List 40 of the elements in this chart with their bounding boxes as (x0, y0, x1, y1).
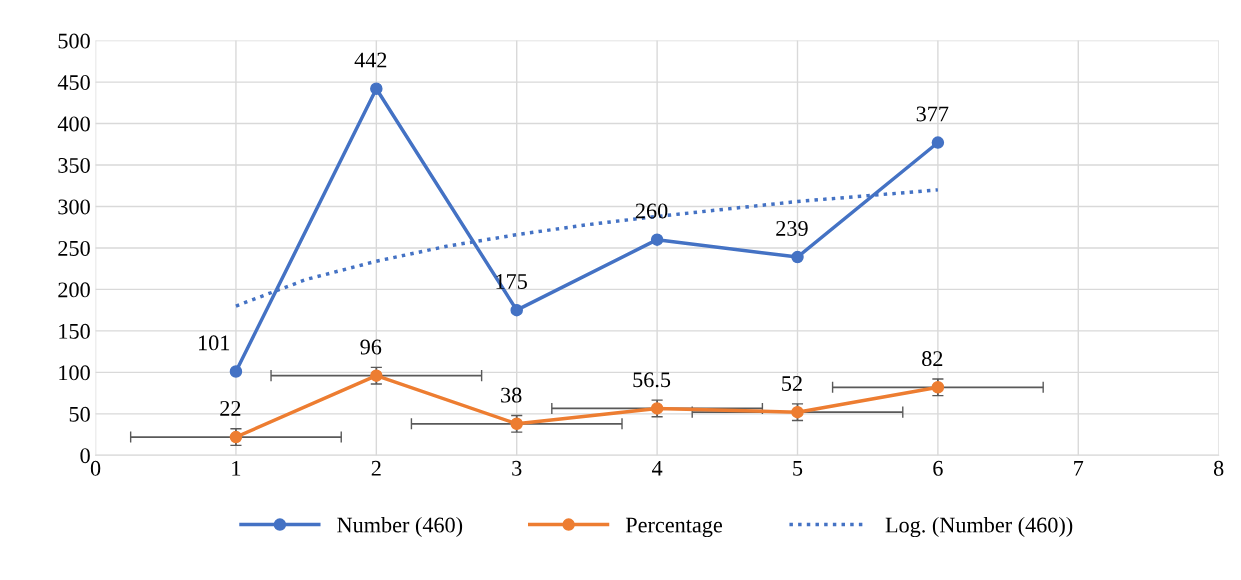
data-label: 239 (776, 220, 808, 236)
data-label: 101 (199, 335, 230, 351)
x-tick-label: 6 (933, 460, 943, 476)
y-tick-label: 500 (58, 33, 90, 49)
y-tick-label: 150 (59, 323, 90, 339)
x-tick-label: 5 (793, 461, 803, 476)
x-tick-label: 4 (651, 460, 663, 476)
data-label: 52 (782, 376, 802, 391)
y-tick-label: 450 (57, 75, 90, 90)
x-tick-label: 0 (90, 460, 101, 476)
y-tick-label: 400 (57, 116, 90, 132)
x-tick-label: 7 (1074, 461, 1084, 476)
point (931, 136, 945, 149)
legend-label: Number (460) (337, 516, 463, 538)
y-tick-label: 0 (80, 448, 90, 464)
point (791, 250, 804, 264)
x-tick-label: 8 (1213, 460, 1224, 476)
y-tick-label: 250 (58, 240, 90, 256)
data-label: 377 (916, 106, 949, 122)
y-tick-label: 50 (69, 406, 90, 422)
legend-label: Percentage (625, 517, 722, 538)
y-tick-label: 100 (59, 365, 90, 381)
point (370, 82, 383, 95)
legend-label: Log. (Number (460)) (885, 516, 1073, 538)
data-label: 260 (635, 203, 668, 219)
data-label: 22 (220, 400, 241, 416)
point (229, 365, 243, 378)
y-tick-label: 200 (58, 282, 90, 298)
data-label: 82 (922, 351, 943, 367)
x-tick-label: 2 (371, 460, 381, 476)
y-tick-label: 300 (58, 199, 90, 215)
y-tick-label: 350 (58, 157, 90, 173)
x-tick-label: 1 (232, 460, 241, 476)
data-label: 96 (360, 339, 382, 355)
x-tick-label: 3 (512, 460, 522, 476)
data-label: 38 (501, 387, 522, 403)
data-label: 56.5 (633, 372, 671, 388)
point (650, 233, 664, 246)
data-label: 442 (354, 52, 387, 68)
point (510, 303, 523, 317)
